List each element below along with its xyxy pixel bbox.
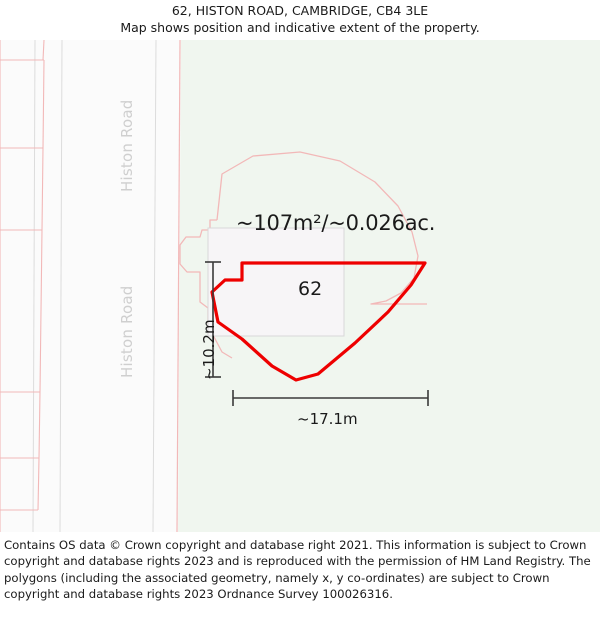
page-subtitle: Map shows position and indicative extent… <box>120 20 480 35</box>
house-number-label: 62 <box>298 278 323 300</box>
parcel-boundary-road-edge <box>176 40 181 532</box>
area-label: ~107m²/~0.026ac. <box>236 211 436 235</box>
parcel-outline-southwest <box>212 334 233 359</box>
parcel-boundary-lines-left <box>0 40 45 532</box>
horizontal-dimension-bar <box>232 390 429 406</box>
height-dimension-label: ~10.2m <box>200 319 218 380</box>
page-footer: Contains OS data © Crown copyright and d… <box>0 532 600 625</box>
map-vector-layer <box>0 40 600 532</box>
street-label-histon-road-north: Histon Road <box>118 99 136 192</box>
width-dimension-label: ~17.1m <box>297 410 358 428</box>
page-title: 62, HISTON ROAD, CAMBRIDGE, CB4 3LE <box>171 3 429 18</box>
road-corridor-area <box>0 40 181 532</box>
building-footprint <box>207 227 345 337</box>
parcel-outline-north <box>216 151 427 305</box>
street-label-histon-road-south: Histon Road <box>118 285 136 378</box>
property-extent-polygon[interactable] <box>210 261 427 382</box>
vertical-dimension-bar <box>205 261 221 378</box>
copyright-notice: Contains OS data © Crown copyright and d… <box>4 538 591 602</box>
page-header: 62, HISTON ROAD, CAMBRIDGE, CB4 3LE Map … <box>0 0 600 40</box>
map-canvas[interactable]: Histon Road Histon Road ~107m²/~0.026ac.… <box>0 40 600 532</box>
street-casing-lines <box>32 40 157 532</box>
